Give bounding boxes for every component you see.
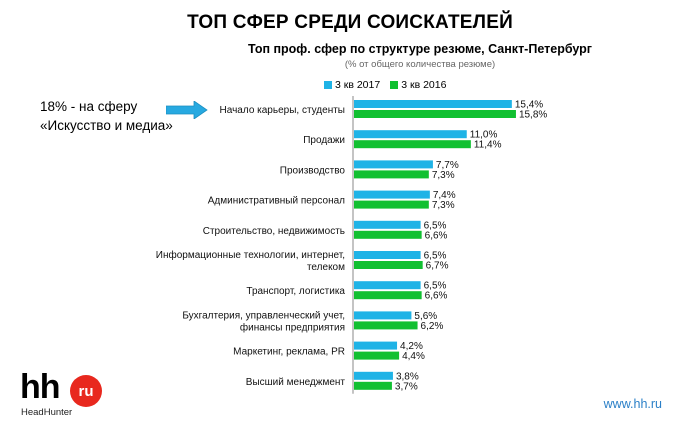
legend-swatch-2016 xyxy=(390,81,399,89)
legend-label-2016: 3 кв 2016 xyxy=(401,79,447,91)
category-label: телеком xyxy=(307,262,345,273)
data-label-2016: 3,7% xyxy=(395,381,418,392)
data-label-2016: 11,4% xyxy=(474,140,502,151)
data-label-2017: 11,0% xyxy=(470,130,498,141)
category-label: Производство xyxy=(280,165,346,176)
data-label-2017: 7,7% xyxy=(436,160,459,171)
category-label: Строительство, недвижимость xyxy=(203,226,345,237)
category-label: Транспорт, логистика xyxy=(246,286,345,297)
bar-2016 xyxy=(354,351,400,360)
headhunter-logo: hh ru HeadHunter xyxy=(20,368,120,419)
data-label-2016: 7,3% xyxy=(432,200,455,211)
bar-2017 xyxy=(354,311,412,320)
bar-2017 xyxy=(354,100,512,108)
bar-2016 xyxy=(354,291,422,300)
legend-label-2017: 3 кв 2017 xyxy=(335,79,381,91)
bar-2017 xyxy=(354,130,467,139)
category-label: Начало карьеры, студенты xyxy=(220,105,345,116)
bar-2016 xyxy=(354,170,429,179)
bar-2017 xyxy=(354,251,421,259)
data-label-2016: 7,3% xyxy=(432,170,455,181)
logo-ru-badge: ru xyxy=(70,375,102,407)
data-label-2017: 4,2% xyxy=(400,341,423,352)
bar-2016 xyxy=(354,381,392,390)
site-url-link[interactable]: www.hh.ru xyxy=(603,397,662,411)
data-label-2016: 6,7% xyxy=(426,261,449,272)
arrow-right-icon xyxy=(166,101,208,119)
data-label-2017: 15,4% xyxy=(515,100,543,111)
data-label-2016: 15,8% xyxy=(519,110,547,121)
data-label-2016: 6,6% xyxy=(425,230,448,241)
category-label: Бухгалтерия, управленческий учет, xyxy=(182,310,345,321)
bar-2016 xyxy=(354,140,471,149)
data-label-2016: 4,4% xyxy=(402,351,425,362)
category-label: Административный персонал xyxy=(208,196,345,207)
category-label: Высший менеджмент xyxy=(246,377,346,388)
category-label: Продажи xyxy=(303,135,345,146)
page-title: ТОП СФЕР СРЕДИ СОИСКАТЕЛЕЙ xyxy=(187,12,513,33)
logo-hh-text: hh xyxy=(20,368,61,406)
data-label-2017: 6,5% xyxy=(424,251,447,262)
bar-2016 xyxy=(354,261,423,269)
logo-subtitle: HeadHunter xyxy=(21,407,73,418)
category-label: Маркетинг, реклама, PR xyxy=(233,347,345,358)
legend-item-2017: 3 кв 2017 xyxy=(324,79,380,91)
chart-title: Топ проф. сфер по структуре резюме, Санк… xyxy=(247,42,593,56)
callout-line-2: «Искусство и медиа» xyxy=(40,118,173,133)
bar-2016 xyxy=(354,200,429,209)
chart-legend: 3 кв 2017 3 кв 2016 xyxy=(324,78,446,92)
legend-item-2016: 3 кв 2016 xyxy=(390,79,446,91)
callout-note: 18% - на сферу «Искусство и медиа» xyxy=(40,97,173,135)
legend-swatch-2017 xyxy=(324,81,332,89)
bar-2017 xyxy=(354,341,398,350)
bar-2016 xyxy=(354,110,516,118)
bar-2017 xyxy=(354,220,421,229)
bar-2017 xyxy=(354,281,421,290)
category-label: Информационные технологии, интернет, xyxy=(156,249,345,261)
data-label-2017: 7,4% xyxy=(433,190,456,201)
chart-subtitle: (% от общего количества резюме) xyxy=(344,59,496,70)
data-label-2016: 6,6% xyxy=(425,291,448,302)
bar-2016 xyxy=(354,230,422,239)
bar-2017 xyxy=(354,371,393,380)
bar-2016 xyxy=(354,321,418,330)
category-label: финансы предприятия xyxy=(240,321,345,333)
callout-line-1: 18% - на сферу xyxy=(40,99,138,114)
data-label-2016: 6,2% xyxy=(421,321,444,332)
bar-2017 xyxy=(354,160,433,169)
data-label-2017: 6,5% xyxy=(424,281,447,292)
data-label-2017: 5,6% xyxy=(414,311,437,322)
data-label-2017: 6,5% xyxy=(424,220,447,231)
bar-2017 xyxy=(354,190,430,199)
data-label-2017: 3,8% xyxy=(396,371,419,382)
